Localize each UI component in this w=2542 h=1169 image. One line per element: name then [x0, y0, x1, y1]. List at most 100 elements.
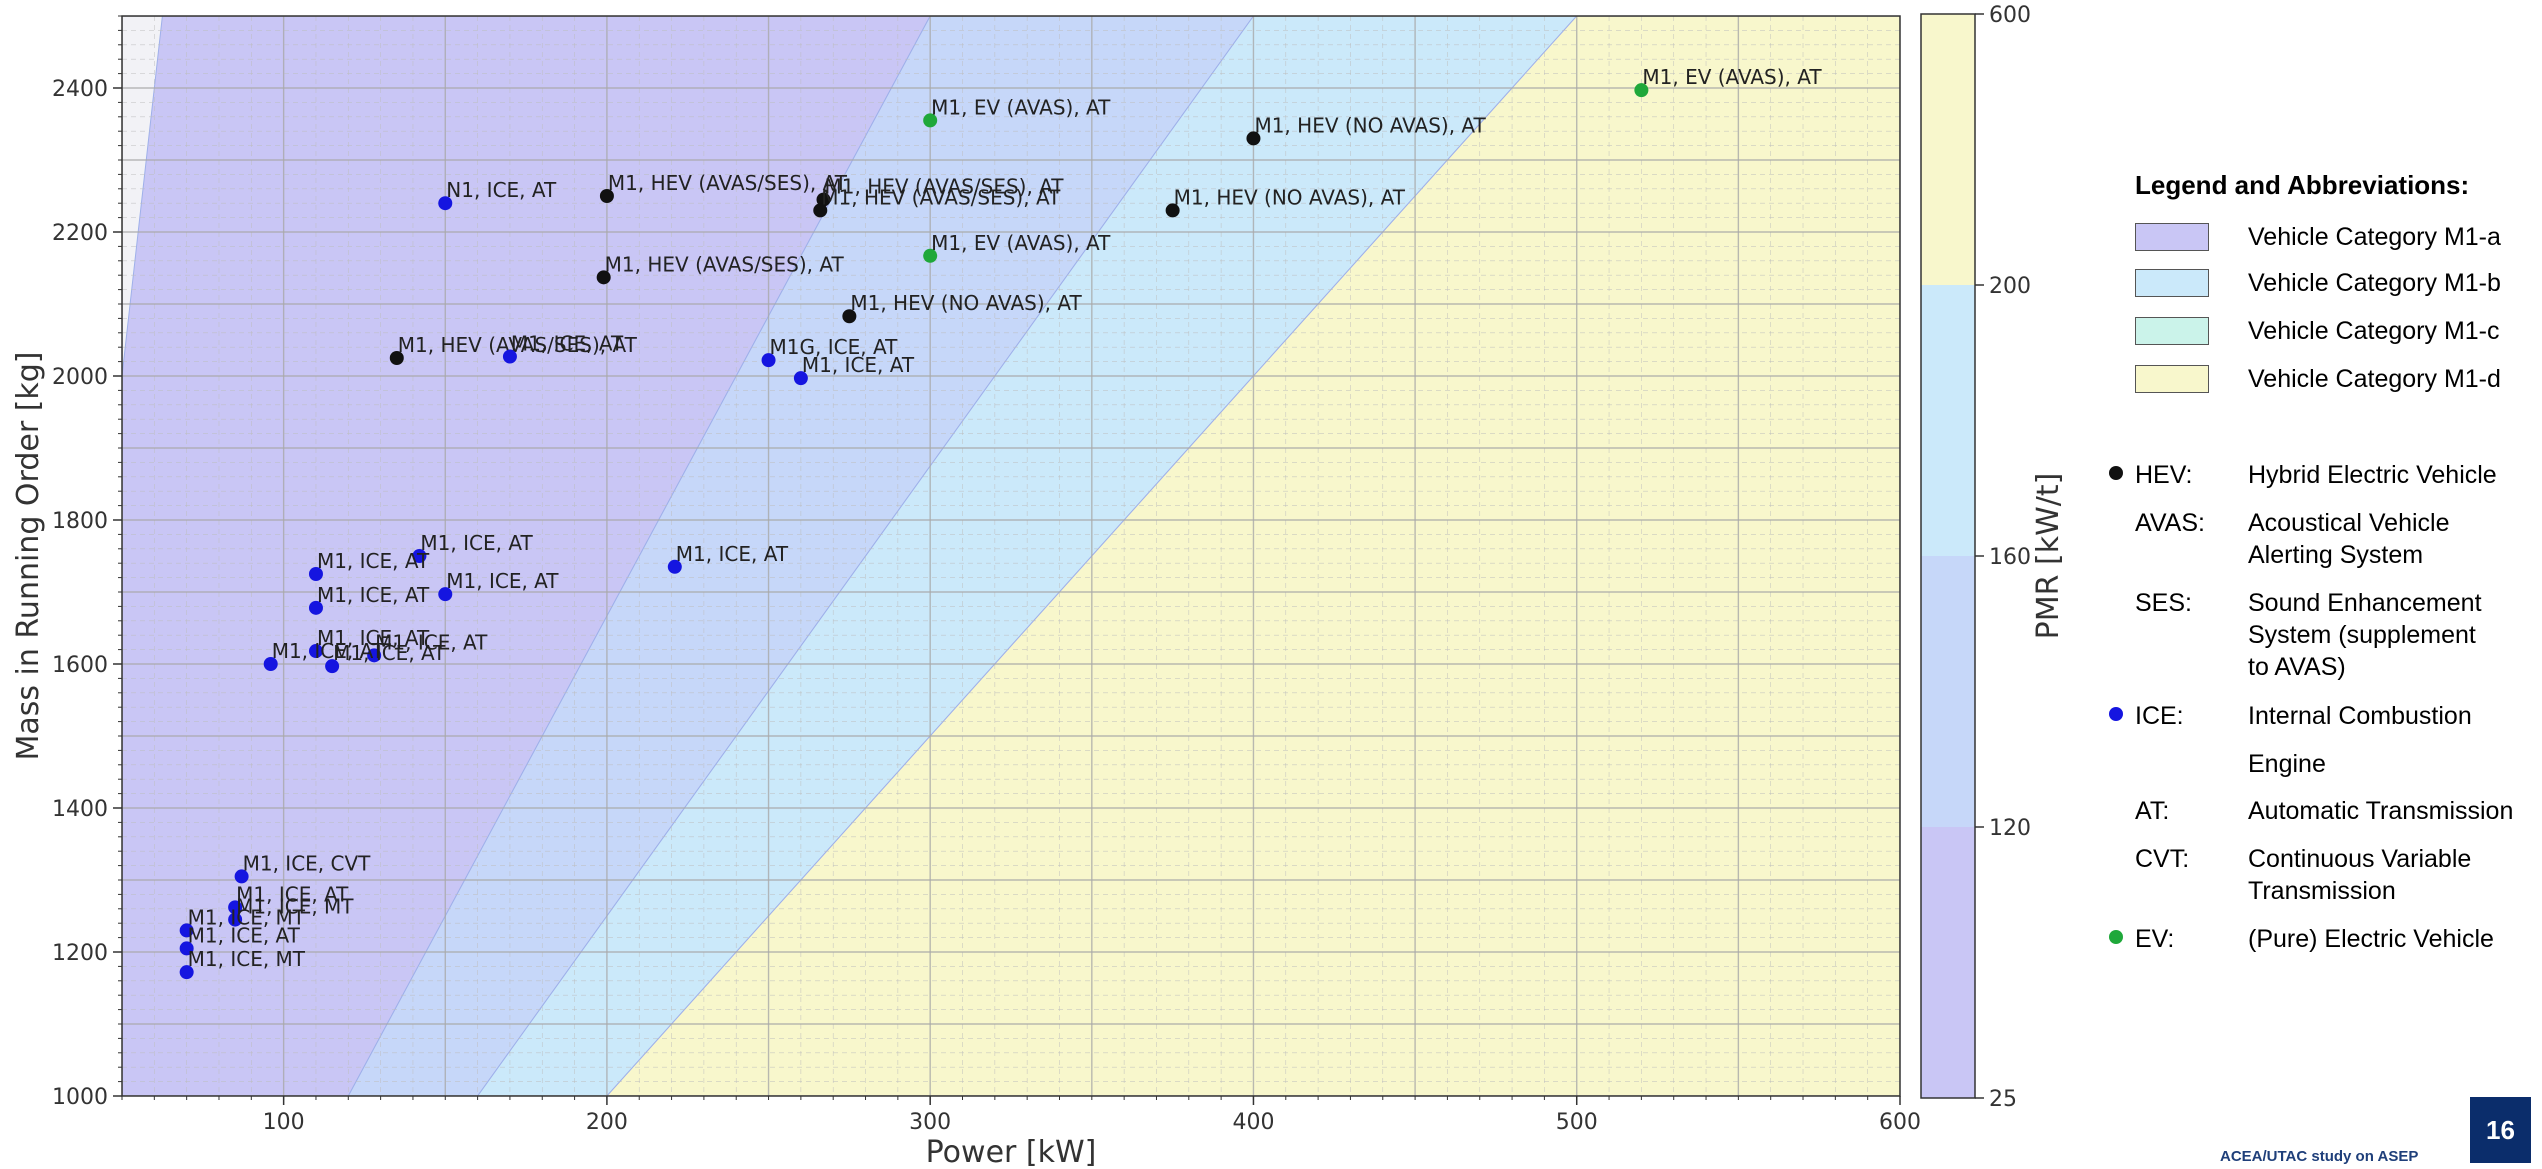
ice-point [325, 659, 340, 674]
hev-point [842, 309, 857, 324]
point-label: M1, ICE, AT [446, 569, 559, 593]
ice-point [367, 648, 382, 663]
legend-label-m1b: Vehicle Category M1-b [2248, 268, 2501, 297]
point-label: M1, ICE, AT [511, 332, 624, 356]
legend-item-m1d: Vehicle Category M1-d [2135, 364, 2501, 394]
ice-point [234, 869, 249, 884]
point-label: M1, EV (AVAS), AT [931, 231, 1111, 255]
legend-label-m1d: Vehicle Category M1-d [2248, 364, 2501, 393]
point-label: M1, ICE, MT [188, 905, 306, 929]
abbr-text-hev: Hybrid Electric Vehicle [2248, 461, 2497, 489]
ice-point [412, 549, 427, 563]
abbr-key-ice: ICE: [2135, 702, 2184, 730]
ice-point [228, 900, 243, 915]
ice-point [793, 371, 808, 386]
legend-title: Legend and Abbreviations: [2135, 170, 2470, 200]
page-number: 16 [2470, 1097, 2531, 1163]
point-label: M1, ICE, AT [272, 639, 385, 663]
hev-point [813, 203, 828, 218]
pmr-colorbar: 25 120 160 200 600 [1920, 3, 2031, 1112]
hev-point [816, 192, 831, 207]
ice-point [438, 587, 453, 602]
ice-point [308, 600, 323, 615]
point-label: M1, HEV (AVAS/SES), AT [821, 185, 1061, 209]
abbr-text-at: Automatic Transmission [2248, 797, 2514, 825]
abbr-text-ice-2: Engine [2248, 750, 2326, 778]
swatch-m1d [2135, 365, 2209, 393]
y-tick-label: 1000 [52, 1085, 108, 1110]
axes: 100 200 300 400 500 600 1000 1200 1400 1600 1800 20… [52, 15, 1921, 1135]
y-tick-label: 1800 [52, 509, 108, 534]
colorbar-band [1921, 556, 1975, 827]
x-tick-label: 500 [1556, 1110, 1598, 1135]
abbr-key-avas: AVAS: [2135, 509, 2205, 537]
ice-point [308, 567, 323, 581]
ice-point [502, 349, 517, 364]
hev-point [389, 351, 404, 365]
x-tick-label: 400 [1232, 1110, 1274, 1135]
point-label: M1, ICE, AT [333, 641, 446, 665]
point-label: M1, HEV (NO AVAS), AT [1174, 185, 1406, 209]
ice-point [438, 196, 453, 211]
y-axis-label: Mass in Running Order [kg] [11, 351, 46, 760]
point-label: M1, ICE, AT [317, 583, 430, 607]
point-label: M1, ICE, CVT [243, 851, 372, 875]
swatch-m1c [2135, 317, 2209, 345]
point-label: M1, ICE, AT [317, 549, 430, 573]
colorbar-tick-label: 200 [1989, 274, 2031, 299]
point-label: M1, ICE, AT [317, 626, 430, 650]
ev-point [923, 113, 938, 128]
abbr-key-hev: HEV: [2135, 461, 2193, 489]
ev-point [1634, 83, 1649, 98]
point-label: M1, EV (AVAS), AT [1642, 65, 1822, 89]
y-tick-label: 2200 [52, 221, 108, 246]
ice-point [179, 923, 194, 938]
point-label: M1, ICE, AT [188, 923, 301, 947]
ev-dot-icon [2109, 930, 2123, 944]
abbr-key-ev: EV: [2135, 925, 2175, 953]
hev-point [1246, 131, 1261, 146]
abbr-key-cvt: CVT: [2135, 845, 2190, 873]
legend-label-m1c: Vehicle Category M1-c [2248, 316, 2500, 345]
region-m1-a [122, 16, 931, 1096]
x-tick-label: 300 [909, 1110, 951, 1135]
point-label: M1, HEV (NO AVAS), AT [1254, 113, 1486, 137]
legend-label-m1a: Vehicle Category M1-a [2248, 222, 2501, 251]
footer-source: ACEA/UTAC study on ASEP [2220, 1148, 2419, 1165]
hev-dot-icon [2109, 466, 2123, 480]
ice-point [667, 559, 682, 574]
ice-point [263, 657, 278, 671]
point-label: M1G, ICE, AT [770, 335, 899, 359]
colorbar-tick-label: 120 [1989, 816, 2031, 841]
ice-point [179, 941, 194, 956]
legend-item-m1b: Vehicle Category M1-b [2135, 268, 2501, 298]
ice-point [308, 644, 323, 659]
ice-point [228, 912, 243, 927]
point-label: M1, ICE, AT [802, 353, 915, 377]
ice-point [761, 353, 776, 368]
y-tick-label: 1400 [52, 797, 108, 822]
ev-point [923, 248, 938, 263]
colorbar-tick-label: 600 [1989, 3, 2031, 28]
colorbar-tick-label: 25 [1989, 1087, 2017, 1112]
legend-item-m1a: Vehicle Category M1-a [2135, 222, 2501, 252]
point-label: M1, HEV (AVAS/SES), AT [398, 333, 638, 357]
point-label: M1, ICE, AT [676, 542, 789, 566]
x-tick-label: 600 [1879, 1110, 1921, 1135]
colorbar-band [1921, 285, 1975, 556]
point-label: M1, HEV (AVAS/SES), AT [825, 175, 1065, 199]
point-label: M1, ICE, AT [236, 882, 349, 906]
hev-point [1165, 203, 1180, 218]
ice-point [179, 965, 194, 980]
hev-point [596, 270, 611, 285]
legend-item-m1c: Vehicle Category M1-c [2135, 316, 2500, 346]
point-label: M1, HEV (AVAS/SES), AT [605, 252, 845, 276]
colorbar-band [1921, 827, 1975, 1098]
abbr-key-at: AT: [2135, 797, 2170, 825]
colorbar-label: PMR [kW/t] [2031, 473, 2066, 640]
hev-point [599, 189, 614, 203]
point-label: M1, HEV (NO AVAS), AT [850, 291, 1082, 315]
plot-frame [121, 15, 1901, 1097]
x-tick-label: 200 [586, 1110, 628, 1135]
